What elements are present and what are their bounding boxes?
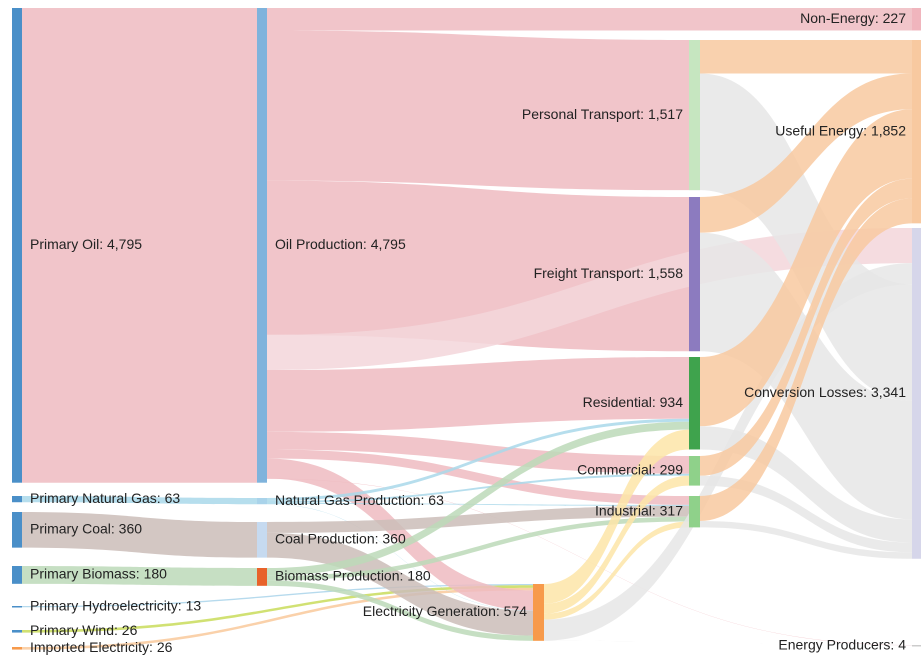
node-label: Oil Production: 4,795 [275,236,406,252]
node-label: Industrial: 317 [595,502,683,518]
node [689,197,700,352]
link [700,178,912,476]
node-label: Primary Biomass: 180 [30,566,167,582]
node [257,522,267,558]
link [700,73,912,233]
link [267,421,689,576]
link [267,580,533,641]
node-label: Primary Oil: 4,795 [30,236,142,252]
link [700,426,912,543]
nodes [12,8,921,650]
link [267,473,689,503]
node-label: Biomass Production: 180 [275,568,431,584]
node [12,566,22,584]
link [22,8,257,483]
link [544,429,689,604]
link [544,475,689,614]
link [22,512,257,558]
node-label: Primary Wind: 26 [30,622,138,638]
link [267,502,689,506]
node-label: Electricity Generation: 574 [363,603,527,619]
node [689,357,700,450]
node [12,512,22,548]
node [12,8,22,483]
node [912,228,921,559]
node [689,496,700,528]
node-label: Natural Gas Production: 63 [275,492,444,508]
link [700,198,912,521]
link [22,496,257,505]
node [257,8,267,483]
link [267,503,533,611]
link [700,109,912,427]
link [544,521,689,620]
node [533,584,544,641]
node [257,568,267,586]
node-label: Conversion Losses: 3,341 [744,384,906,400]
link [267,449,689,505]
node [912,40,921,224]
node-label: Non-Energy: 227 [800,10,906,26]
node-label: Personal Transport: 1,517 [522,106,683,122]
node [12,496,22,503]
node [12,630,22,633]
node-label: Freight Transport: 1,558 [534,265,684,281]
node [12,606,22,608]
link [22,584,533,608]
labels: Primary Oil: 4,795 Primary Natural Gas: 6… [30,10,906,655]
link [267,357,689,432]
link [22,585,533,633]
link [700,232,912,520]
node-label: Primary Natural Gas: 63 [30,490,180,506]
node-label: Residential: 934 [583,394,684,410]
node [689,456,700,486]
node [912,8,921,31]
link [700,40,912,74]
node-label: Useful Energy: 1,852 [775,122,906,138]
node-label: Coal Production: 360 [275,531,406,547]
link [267,8,912,31]
link [544,640,912,646]
node-label: Imported Electricity: 26 [30,639,173,655]
node [12,647,22,650]
link [22,587,533,650]
link [267,30,689,191]
link [267,418,689,501]
links [22,8,912,650]
node [912,645,921,647]
node-label: Primary Hydroelectricity: 13 [30,597,201,613]
link [700,475,912,553]
link [267,505,689,533]
node-label: Energy Producers: 4 [778,636,906,652]
node-label: Commercial: 299 [577,462,683,478]
link [267,516,689,581]
link [22,566,257,586]
node-label: Primary Coal: 360 [30,521,142,537]
link [267,458,533,611]
node [689,40,700,191]
link [267,431,689,474]
link [700,520,912,559]
link [267,532,533,636]
node [257,498,267,505]
